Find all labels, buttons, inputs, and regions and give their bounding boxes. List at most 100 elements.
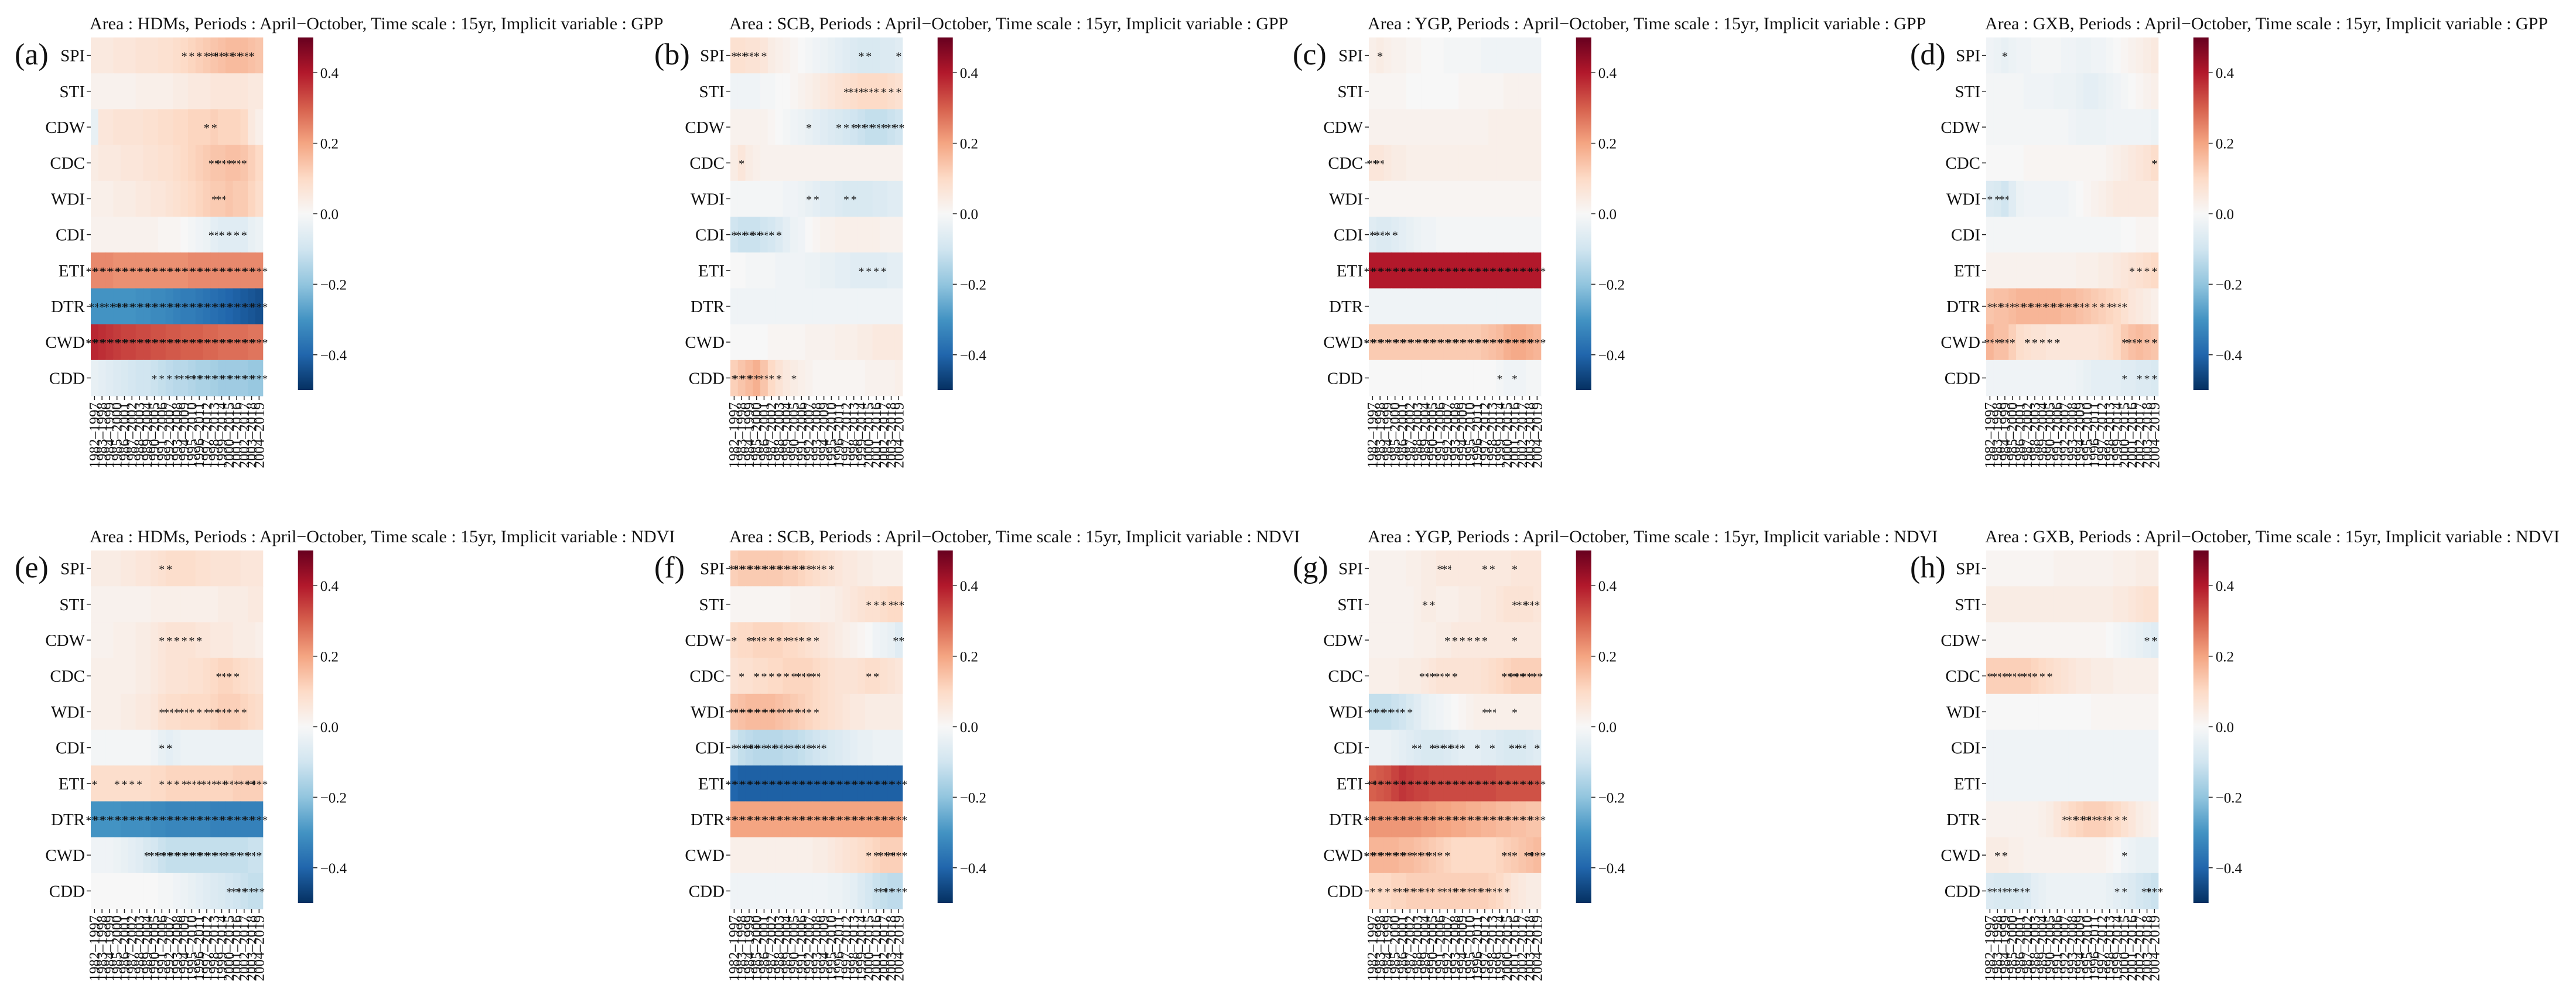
heatmap-cell bbox=[2016, 873, 2024, 909]
significance-mark: *** bbox=[250, 814, 268, 827]
column-label: 1991–2006 bbox=[154, 402, 170, 468]
heatmap-cell bbox=[233, 622, 241, 659]
heatmap-cell bbox=[255, 801, 264, 838]
heatmap-cell bbox=[105, 658, 114, 695]
heatmap-cell bbox=[1376, 837, 1385, 874]
heatmap-cell bbox=[2083, 658, 2092, 695]
heatmap-cell bbox=[143, 873, 151, 909]
significance-mark: * bbox=[1987, 671, 1993, 683]
heatmap-cell bbox=[2076, 145, 2084, 182]
row-label: CDI bbox=[695, 739, 725, 758]
heatmap-cell bbox=[1488, 730, 1497, 766]
heatmap-cell bbox=[737, 658, 746, 695]
significance-mark: * bbox=[2047, 671, 2053, 683]
heatmap-cell bbox=[1993, 360, 2002, 396]
heatmap-cell bbox=[2031, 693, 2039, 730]
heatmap-cell bbox=[1413, 873, 1422, 909]
heatmap-cell bbox=[745, 288, 753, 325]
heatmap-cell bbox=[233, 145, 241, 182]
heatmap-cell bbox=[1473, 73, 1482, 110]
significance-mark: * bbox=[2137, 265, 2143, 278]
heatmap-cell bbox=[1451, 324, 1459, 361]
significance-mark: ** bbox=[231, 50, 242, 63]
heatmap-cell bbox=[2150, 873, 2159, 909]
significance-mark: ** bbox=[878, 885, 890, 898]
heatmap-cell bbox=[1451, 109, 1459, 146]
significance-mark: ** bbox=[811, 743, 822, 755]
heatmap-cell bbox=[1436, 693, 1444, 730]
significance-mark: * bbox=[1482, 706, 1488, 719]
heatmap-cell bbox=[2143, 37, 2151, 74]
heatmap-cell bbox=[783, 180, 791, 217]
heatmap-cell bbox=[812, 360, 821, 396]
heatmap-cell bbox=[767, 837, 776, 874]
heatmap-cell bbox=[1369, 288, 1377, 325]
heatmap-cell bbox=[203, 693, 211, 730]
row-label: STI bbox=[699, 83, 725, 101]
heatmap-cell bbox=[1526, 145, 1534, 182]
significance-mark: * bbox=[2121, 337, 2127, 350]
heatmap-cell bbox=[812, 837, 821, 874]
significance-mark: * bbox=[1430, 743, 1436, 755]
heatmap-cell bbox=[195, 73, 204, 110]
heatmap-cell bbox=[767, 658, 776, 695]
column-label: 1985–2000 bbox=[749, 402, 765, 468]
heatmap-cell bbox=[737, 801, 746, 838]
row-label: ETI bbox=[1954, 262, 1980, 281]
heatmap-cell bbox=[835, 217, 843, 253]
heatmap-cell bbox=[2038, 693, 2047, 730]
heatmap-cell bbox=[1376, 73, 1385, 110]
heatmap-cell bbox=[2113, 252, 2121, 289]
heatmap-cell bbox=[1391, 550, 1399, 587]
heatmap-cell bbox=[760, 145, 768, 182]
heatmap-cell bbox=[248, 658, 256, 695]
heatmap-cell bbox=[887, 586, 896, 623]
column-label: 1982–1997 bbox=[1365, 402, 1381, 468]
heatmap-cell bbox=[1443, 180, 1452, 217]
heatmap-cell bbox=[1503, 765, 1512, 802]
heatmap-cell bbox=[842, 360, 850, 396]
heatmap-cell bbox=[790, 693, 798, 730]
heatmap-cell bbox=[1986, 730, 1994, 766]
heatmap-cell bbox=[1436, 252, 1444, 289]
heatmap-cell bbox=[894, 37, 903, 74]
heatmap-cell bbox=[730, 324, 739, 361]
heatmap-cell bbox=[2143, 180, 2151, 217]
heatmap-cell bbox=[753, 550, 761, 587]
column-label: 2002–2017 bbox=[876, 915, 892, 981]
heatmap-cell bbox=[894, 801, 903, 838]
heatmap-cell bbox=[2143, 109, 2151, 146]
column-label: 1987–2002 bbox=[124, 402, 140, 468]
heatmap-cell bbox=[2038, 873, 2047, 909]
heatmap-cell bbox=[1993, 693, 2002, 730]
heatmap-cell bbox=[865, 765, 873, 802]
heatmap-cell bbox=[1443, 622, 1452, 659]
heatmap-cell bbox=[1429, 622, 1437, 659]
heatmap-cell bbox=[188, 550, 196, 587]
heatmap-cell bbox=[1391, 622, 1399, 659]
significance-mark: * bbox=[731, 50, 737, 63]
heatmap-cell bbox=[1383, 730, 1392, 766]
heatmap-cell bbox=[1451, 180, 1459, 217]
heatmap-cell bbox=[2143, 765, 2151, 802]
row-label: CWD bbox=[1323, 846, 1363, 865]
heatmap-cell bbox=[173, 37, 181, 74]
heatmap-cell bbox=[233, 217, 241, 253]
heatmap-cell bbox=[240, 586, 248, 623]
column-label: 1998–2013 bbox=[846, 915, 862, 981]
colorbar-tick-label: 0.2 bbox=[1598, 649, 1617, 665]
heatmap-cell bbox=[2023, 145, 2032, 182]
colorbar-tick-label: 0.0 bbox=[320, 207, 339, 223]
heatmap-cell bbox=[783, 550, 791, 587]
heatmap-cell bbox=[1458, 217, 1467, 253]
heatmap-cell bbox=[173, 145, 181, 182]
significance-mark: ** bbox=[886, 122, 897, 135]
heatmap-cell bbox=[225, 693, 234, 730]
heatmap-cell bbox=[730, 837, 739, 874]
row-label: CWD bbox=[45, 333, 85, 352]
heatmap-cell bbox=[1526, 801, 1534, 838]
heatmap-cell bbox=[1429, 73, 1437, 110]
heatmap-cell bbox=[820, 658, 828, 695]
heatmap-cell bbox=[2008, 693, 2017, 730]
heatmap-cell bbox=[2008, 217, 2017, 253]
